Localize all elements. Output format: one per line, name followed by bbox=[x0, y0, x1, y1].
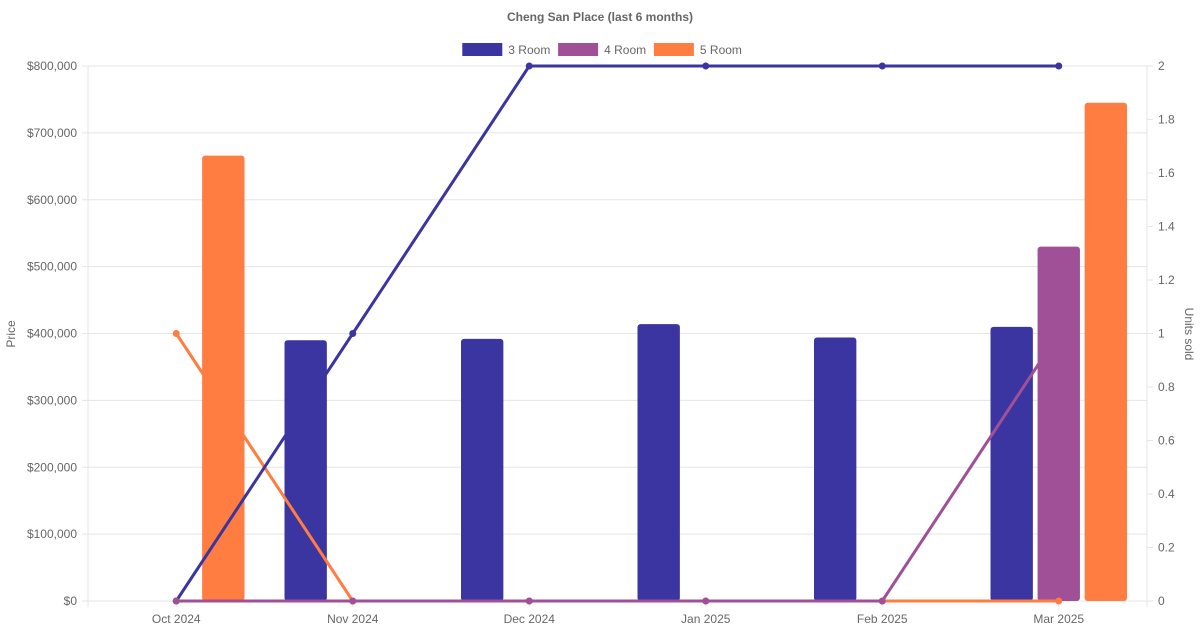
bar-3-room-dec-2024 bbox=[461, 338, 504, 601]
right-tick-label: 2 bbox=[1158, 59, 1165, 73]
legend-label: 3 Room bbox=[508, 43, 550, 57]
right-tick-label: 0.8 bbox=[1158, 380, 1175, 394]
x-tick-label: Mar 2025 bbox=[1033, 612, 1084, 626]
right-tick-label: 1.8 bbox=[1158, 113, 1175, 127]
legend-label: 4 Room bbox=[604, 43, 646, 57]
point-4-room-mar-2025 bbox=[1055, 330, 1063, 337]
x-tick-label: Dec 2024 bbox=[504, 612, 556, 626]
bar-3-room-feb-2025 bbox=[814, 337, 857, 601]
left-axis: $0 $100,000 $200,000 $300,000 $400,000 $500,0… bbox=[27, 59, 77, 608]
legend-swatch bbox=[653, 43, 694, 56]
x-tick-label: Oct 2024 bbox=[152, 612, 201, 626]
legend-swatch bbox=[558, 43, 599, 56]
left-tick-label: $200,000 bbox=[27, 460, 77, 474]
right-tick-label: 1.2 bbox=[1158, 273, 1175, 287]
line-3-room-units bbox=[174, 64, 1059, 602]
point-4-room-feb-2025 bbox=[878, 597, 886, 605]
right-tick-label: 0.6 bbox=[1158, 434, 1175, 448]
point-4-room-dec-2024 bbox=[525, 597, 533, 605]
right-axis: 0 0.2 0.4 0.6 0.8 1 1.2 1.4 1.6 1.8 2 bbox=[1158, 59, 1175, 608]
point-5-room-mar-2025 bbox=[1055, 597, 1063, 605]
bar-4-room-mar-2025 bbox=[1037, 246, 1080, 601]
left-tick-label: $700,000 bbox=[27, 126, 77, 140]
x-tick-label: Nov 2024 bbox=[327, 612, 379, 626]
chart-title: Cheng San Place (last 6 months) bbox=[507, 10, 693, 24]
point-5-room-oct-2024 bbox=[172, 330, 180, 337]
left-tick-label: $0 bbox=[64, 594, 78, 608]
legend-item-4-room[interactable]: 4 Room bbox=[558, 43, 646, 57]
x-axis: Oct 2024 Nov 2024 Dec 2024 Jan 2025 Feb 2025… bbox=[152, 612, 1085, 626]
left-tick-label: $500,000 bbox=[27, 260, 77, 274]
bar-3-room-nov-2024 bbox=[284, 340, 327, 601]
left-tick-label: $400,000 bbox=[27, 327, 77, 341]
legend-swatch bbox=[462, 43, 503, 56]
point-3-room-feb-2025 bbox=[878, 62, 886, 70]
legend-item-3-room[interactable]: 3 Room bbox=[462, 43, 550, 57]
left-axis-title: Price bbox=[4, 320, 18, 348]
left-tick-label: $100,000 bbox=[27, 527, 77, 541]
line-4-room-units bbox=[176, 332, 1061, 603]
right-tick-label: 1.4 bbox=[1158, 220, 1175, 234]
point-4-room-nov-2024 bbox=[349, 597, 357, 605]
point-3-room-dec-2024 bbox=[525, 62, 533, 70]
legend: 3 Room 4 Room 5 Room bbox=[462, 43, 742, 57]
left-tick-label: $800,000 bbox=[27, 59, 77, 73]
x-tick-label: Feb 2025 bbox=[857, 612, 908, 626]
bar-5-room-oct-2024 bbox=[202, 155, 245, 602]
point-3-room-mar-2025 bbox=[1055, 62, 1063, 70]
right-tick-label: 0.2 bbox=[1158, 541, 1175, 555]
point-3-room-nov-2024 bbox=[349, 330, 357, 337]
legend-item-5-room[interactable]: 5 Room bbox=[653, 43, 742, 57]
bar-5-room-mar-2025 bbox=[1084, 102, 1127, 601]
x-tick-label: Jan 2025 bbox=[681, 612, 731, 626]
point-4-room-oct-2024 bbox=[172, 597, 180, 605]
unit-lines bbox=[172, 62, 1063, 605]
bar-3-room-jan-2025 bbox=[637, 324, 680, 601]
left-tick-label: $300,000 bbox=[27, 393, 77, 407]
right-tick-label: 0.4 bbox=[1158, 487, 1175, 501]
bar-3-room-mar-2025 bbox=[990, 326, 1033, 601]
legend-label: 5 Room bbox=[700, 43, 742, 57]
right-tick-label: 1 bbox=[1158, 327, 1165, 341]
point-4-room-jan-2025 bbox=[702, 597, 710, 605]
point-3-room-jan-2025 bbox=[702, 62, 710, 70]
right-tick-label: 0 bbox=[1158, 594, 1165, 608]
right-tick-label: 1.6 bbox=[1158, 166, 1175, 180]
bars bbox=[202, 102, 1127, 602]
left-tick-label: $600,000 bbox=[27, 193, 77, 207]
right-axis-title: Units sold bbox=[1182, 308, 1196, 361]
